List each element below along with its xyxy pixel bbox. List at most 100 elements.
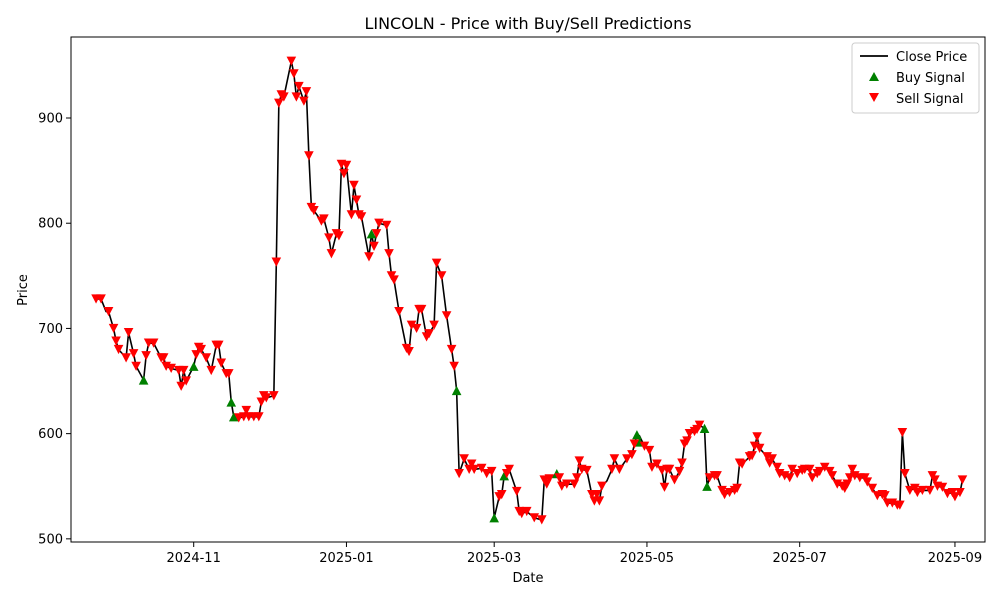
sell-signal-marker-51 <box>304 151 314 161</box>
sell-signal-marker-14 <box>158 353 169 363</box>
legend-sell-swatch <box>869 93 879 102</box>
sell-signal-marker-166 <box>772 462 782 472</box>
sell-signal-marker-44 <box>279 92 289 102</box>
legend-entry-sell-signal: Sell Signal <box>896 92 964 107</box>
sell-signal-marker-64 <box>349 180 359 190</box>
sell-signal-marker-96 <box>476 463 487 473</box>
sell-signal-marker-12 <box>148 338 159 348</box>
sell-signal-marker-8 <box>128 349 139 359</box>
x-tick-label-3: 2025-05 <box>620 551 674 566</box>
buy-signal-markers <box>138 229 712 523</box>
sell-signal-marker-178 <box>819 462 830 472</box>
sell-signal-marker-159 <box>747 451 757 461</box>
plot-frame <box>70 36 986 543</box>
sell-signal-marker-117 <box>574 456 585 466</box>
sell-signal-marker-59 <box>334 231 344 241</box>
sell-signal-marker-71 <box>374 218 384 228</box>
x-tick-label-4: 2025-07 <box>773 551 827 566</box>
sell-signal-marker-161 <box>752 432 762 442</box>
legend-entry-close-price: Close Price <box>896 50 967 65</box>
sell-signal-marker-69 <box>369 241 379 251</box>
sell-signal-marker-201 <box>905 485 915 496</box>
sell-signal-marker-150 <box>712 471 722 481</box>
sell-signal-marker-92 <box>459 454 469 464</box>
legend-frame <box>851 42 980 114</box>
sell-signal-marker-144 <box>684 429 695 439</box>
sell-signal-marker-85 <box>429 320 439 330</box>
sell-signal-marker-141 <box>677 458 687 468</box>
sell-signal-marker-87 <box>436 271 447 281</box>
sell-signal-marker-157 <box>737 459 747 469</box>
sell-signal-marker-186 <box>847 464 858 475</box>
sell-signal-marker-114 <box>562 479 572 489</box>
sell-signal-marker-125 <box>607 464 617 475</box>
sell-signal-marker-138 <box>664 464 675 475</box>
sell-signal-marker-3 <box>108 323 119 334</box>
sell-signal-marker-65 <box>351 195 362 205</box>
sell-signal-marker-119 <box>582 465 592 476</box>
sell-signal-marker-62 <box>341 160 352 170</box>
sell-signal-marker-94 <box>466 459 477 469</box>
sell-signal-marker-131 <box>639 441 650 451</box>
sell-signal-marker-27 <box>213 340 224 350</box>
y-tick-label-1: 600 <box>38 427 63 442</box>
sell-signal-marker-61 <box>339 169 349 179</box>
sell-signal-marker-129 <box>627 450 637 460</box>
legend-buy-swatch <box>869 72 879 81</box>
sell-signal-marker-209 <box>937 482 948 492</box>
sell-signal-marker-82 <box>416 304 427 315</box>
x-axis-label: Date <box>512 571 543 586</box>
sell-signal-marker-19 <box>178 365 189 376</box>
sell-signal-marker-112 <box>554 473 565 483</box>
sell-signal-marker-148 <box>704 473 715 483</box>
sell-signal-marker-42 <box>274 98 284 108</box>
sell-signal-marker-41 <box>271 257 282 267</box>
sell-signal-marker-100 <box>496 490 507 500</box>
sell-signal-marker-147 <box>694 420 705 430</box>
sell-signal-marker-139 <box>669 475 680 485</box>
sell-signal-marker-175 <box>807 473 818 483</box>
sell-signal-marker-132 <box>644 445 655 456</box>
sell-signal-marker-152 <box>719 490 730 500</box>
sell-signal-marker-116 <box>572 473 582 483</box>
close-price-line <box>96 60 964 521</box>
sell-signal-marker-140 <box>674 466 685 477</box>
sell-signal-marker-76 <box>394 306 404 317</box>
sell-signal-marker-177 <box>814 466 825 477</box>
sell-signal-marker-50 <box>301 87 312 97</box>
plot-area <box>91 56 968 525</box>
sell-signal-marker-204 <box>917 485 928 496</box>
sell-signal-marker-49 <box>299 96 309 106</box>
sell-signal-marker-6 <box>121 353 131 363</box>
sell-signal-marker-73 <box>384 249 394 259</box>
sell-signal-marker-106 <box>521 506 532 517</box>
legend-entry-buy-signal: Buy Signal <box>896 71 965 86</box>
buy-signal-marker-7 <box>499 471 510 481</box>
buy-signal-marker-1 <box>188 361 199 371</box>
sell-signal-marker-46 <box>289 69 299 79</box>
sell-signal-marker-171 <box>792 469 802 479</box>
sell-signal-marker-84 <box>424 329 434 339</box>
sell-signal-marker-70 <box>371 229 382 239</box>
sell-signal-marker-68 <box>364 252 374 262</box>
sell-signal-marker-67 <box>356 212 367 222</box>
sell-signal-marker-136 <box>659 482 670 492</box>
sell-signal-marker-28 <box>216 358 227 368</box>
sell-signal-marker-133 <box>647 462 657 472</box>
sell-signal-marker-102 <box>504 464 515 475</box>
axes: 2024-11 2025-01 2025-03 2025-05 2025-07 2025-… <box>38 36 986 566</box>
sell-signal-marker-113 <box>557 481 567 491</box>
sell-signal-marker-18 <box>176 381 186 391</box>
sell-signal-marker-170 <box>787 464 797 475</box>
legend: Close Price Buy Signal Sell Signal <box>851 42 980 114</box>
sell-signal-marker-200 <box>900 469 910 479</box>
sell-signal-marker-169 <box>784 473 795 483</box>
sell-signal-marker-2 <box>103 306 114 317</box>
sell-signal-marker-203 <box>912 487 923 498</box>
sell-signal-marker-105 <box>516 508 527 519</box>
sell-signal-marker-47 <box>291 92 302 102</box>
sell-signal-marker-89 <box>446 344 457 355</box>
sell-signal-marker-57 <box>326 249 337 259</box>
